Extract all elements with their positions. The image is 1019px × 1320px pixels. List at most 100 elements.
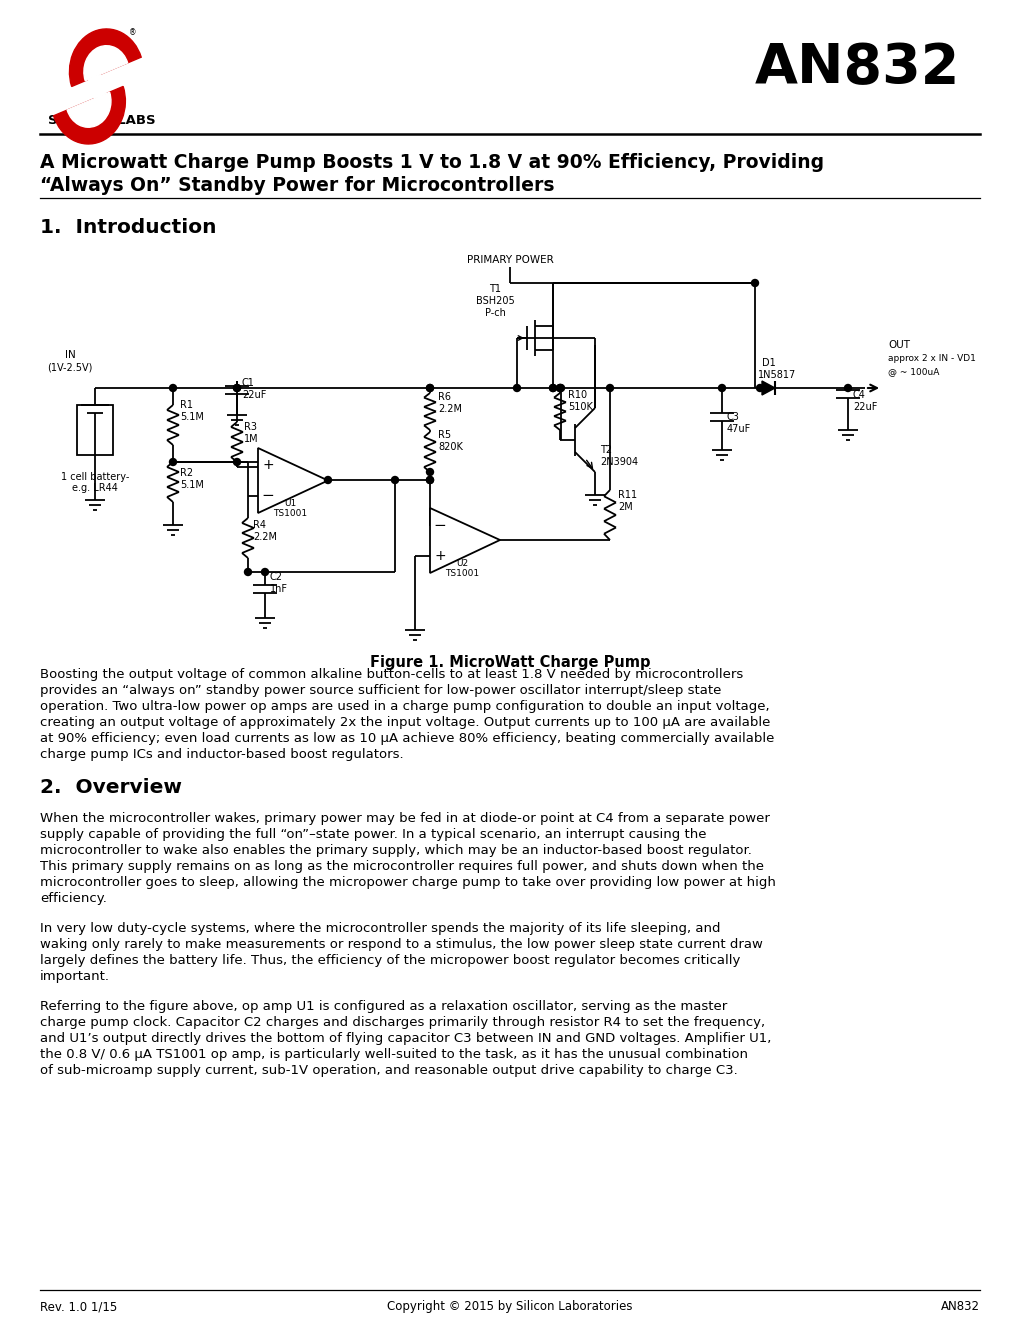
Text: T1: T1 bbox=[488, 284, 500, 294]
Text: 1nF: 1nF bbox=[270, 583, 287, 594]
Text: 47uF: 47uF bbox=[727, 424, 751, 434]
Text: e.g. LR44: e.g. LR44 bbox=[72, 483, 118, 492]
Text: and U1’s output directly drives the bottom of flying capacitor C3 between IN and: and U1’s output directly drives the bott… bbox=[40, 1032, 770, 1045]
Text: charge pump ICs and inductor-based boost regulators.: charge pump ICs and inductor-based boost… bbox=[40, 748, 404, 762]
Text: Rev. 1.0 1/15: Rev. 1.0 1/15 bbox=[40, 1300, 117, 1313]
Text: +: + bbox=[262, 458, 273, 473]
Wedge shape bbox=[69, 29, 141, 87]
Circle shape bbox=[169, 458, 176, 466]
Text: operation. Two ultra-low power op amps are used in a charge pump configuration t: operation. Two ultra-low power op amps a… bbox=[40, 700, 769, 713]
Wedge shape bbox=[67, 92, 111, 127]
Text: SILICON  LABS: SILICON LABS bbox=[48, 114, 156, 127]
Text: 1.  Introduction: 1. Introduction bbox=[40, 218, 216, 238]
Circle shape bbox=[245, 569, 252, 576]
Text: 22uF: 22uF bbox=[242, 389, 266, 400]
Text: R1: R1 bbox=[179, 400, 193, 411]
Wedge shape bbox=[88, 75, 107, 98]
Circle shape bbox=[426, 477, 433, 483]
Text: waking only rarely to make measurements or respond to a stimulus, the low power : waking only rarely to make measurements … bbox=[40, 939, 762, 950]
Text: 510K: 510K bbox=[568, 403, 592, 412]
Text: 22uF: 22uF bbox=[852, 403, 876, 412]
Circle shape bbox=[844, 384, 851, 392]
Bar bbox=[76, 405, 113, 455]
Text: R3: R3 bbox=[244, 422, 257, 432]
Text: supply capable of providing the full “on”–state power. In a typical scenario, an: supply capable of providing the full “on… bbox=[40, 828, 706, 841]
Text: TS1001: TS1001 bbox=[273, 510, 307, 517]
Circle shape bbox=[751, 280, 758, 286]
Text: “Always On” Standby Power for Microcontrollers: “Always On” Standby Power for Microcontr… bbox=[40, 176, 554, 195]
Text: 1 cell battery-: 1 cell battery- bbox=[61, 473, 129, 482]
Text: IN: IN bbox=[64, 350, 75, 360]
Text: Referring to the figure above, op amp U1 is configured as a relaxation oscillato: Referring to the figure above, op amp U1… bbox=[40, 1001, 727, 1012]
Circle shape bbox=[261, 569, 268, 576]
Text: R11: R11 bbox=[618, 490, 637, 500]
Text: C3: C3 bbox=[727, 412, 739, 422]
Text: +: + bbox=[434, 549, 445, 564]
Text: of sub-microamp supply current, sub-1V operation, and reasonable output drive ca: of sub-microamp supply current, sub-1V o… bbox=[40, 1064, 737, 1077]
Text: microcontroller goes to sleep, allowing the micropower charge pump to take over : microcontroller goes to sleep, allowing … bbox=[40, 876, 775, 888]
Text: −: − bbox=[261, 488, 274, 503]
Circle shape bbox=[549, 384, 556, 392]
Text: 820K: 820K bbox=[437, 442, 463, 451]
Text: R5: R5 bbox=[437, 430, 450, 440]
Text: P-ch: P-ch bbox=[484, 308, 505, 318]
Circle shape bbox=[426, 384, 433, 392]
Text: Copyright © 2015 by Silicon Laboratories: Copyright © 2015 by Silicon Laboratories bbox=[387, 1300, 632, 1313]
Text: ®: ® bbox=[128, 29, 137, 38]
Circle shape bbox=[556, 384, 562, 392]
Circle shape bbox=[556, 384, 562, 392]
Text: BSH205: BSH205 bbox=[475, 296, 514, 306]
Text: provides an “always on” standby power source sufficient for low-power oscillator: provides an “always on” standby power so… bbox=[40, 684, 720, 697]
Circle shape bbox=[391, 477, 398, 483]
Text: largely defines the battery life. Thus, the efficiency of the micropower boost r: largely defines the battery life. Thus, … bbox=[40, 954, 740, 968]
Circle shape bbox=[233, 384, 240, 392]
Text: charge pump clock. Capacitor C2 charges and discharges primarily through resisto: charge pump clock. Capacitor C2 charges … bbox=[40, 1016, 764, 1030]
Text: U2: U2 bbox=[455, 558, 468, 568]
Text: 5.1M: 5.1M bbox=[179, 412, 204, 422]
Text: R4: R4 bbox=[253, 520, 266, 531]
Text: When the microcontroller wakes, primary power may be fed in at diode-or point at: When the microcontroller wakes, primary … bbox=[40, 812, 769, 825]
Text: R2: R2 bbox=[179, 469, 193, 478]
Polygon shape bbox=[761, 381, 774, 395]
Text: R6: R6 bbox=[437, 392, 450, 403]
Text: Figure 1. MicroWatt Charge Pump: Figure 1. MicroWatt Charge Pump bbox=[370, 655, 650, 671]
Text: microcontroller to wake also enables the primary supply, which may be an inducto: microcontroller to wake also enables the… bbox=[40, 843, 751, 857]
Text: at 90% efficiency; even load currents as low as 10 μA achieve 80% efficiency, be: at 90% efficiency; even load currents as… bbox=[40, 733, 773, 744]
Circle shape bbox=[426, 477, 433, 483]
Text: efficiency.: efficiency. bbox=[40, 892, 107, 906]
Text: A Microwatt Charge Pump Boosts 1 V to 1.8 V at 90% Efficiency, Providing: A Microwatt Charge Pump Boosts 1 V to 1.… bbox=[40, 153, 823, 172]
Text: approx 2 x IN - VD1: approx 2 x IN - VD1 bbox=[888, 354, 975, 363]
Polygon shape bbox=[430, 508, 499, 573]
Text: C2: C2 bbox=[270, 572, 282, 582]
Text: 2.  Overview: 2. Overview bbox=[40, 777, 181, 797]
Text: 2N3904: 2N3904 bbox=[599, 457, 638, 467]
Circle shape bbox=[513, 384, 520, 392]
Text: 2M: 2M bbox=[618, 502, 632, 512]
Circle shape bbox=[557, 384, 564, 392]
Text: C1: C1 bbox=[242, 378, 255, 388]
Wedge shape bbox=[54, 86, 125, 144]
Text: T2: T2 bbox=[599, 445, 611, 455]
Circle shape bbox=[756, 384, 763, 392]
Polygon shape bbox=[258, 447, 328, 513]
Circle shape bbox=[324, 477, 331, 483]
Text: 5.1M: 5.1M bbox=[179, 480, 204, 490]
Text: OUT: OUT bbox=[888, 341, 909, 350]
Text: creating an output voltage of approximately 2x the input voltage. Output current: creating an output voltage of approximat… bbox=[40, 715, 769, 729]
Text: AN832: AN832 bbox=[754, 41, 959, 95]
Text: This primary supply remains on as long as the microcontroller requires full powe: This primary supply remains on as long a… bbox=[40, 861, 763, 873]
Circle shape bbox=[717, 384, 725, 392]
Circle shape bbox=[426, 469, 433, 475]
Text: R10: R10 bbox=[568, 389, 587, 400]
Text: 1M: 1M bbox=[244, 434, 259, 444]
Text: 2.2M: 2.2M bbox=[437, 404, 462, 414]
Wedge shape bbox=[84, 46, 127, 81]
Text: D1: D1 bbox=[761, 358, 775, 368]
Circle shape bbox=[233, 458, 240, 466]
Text: PRIMARY POWER: PRIMARY POWER bbox=[466, 255, 553, 265]
Circle shape bbox=[233, 384, 240, 392]
Circle shape bbox=[169, 384, 176, 392]
Text: C4: C4 bbox=[852, 389, 865, 400]
Text: U1: U1 bbox=[283, 499, 296, 508]
Text: TS1001: TS1001 bbox=[444, 569, 479, 578]
